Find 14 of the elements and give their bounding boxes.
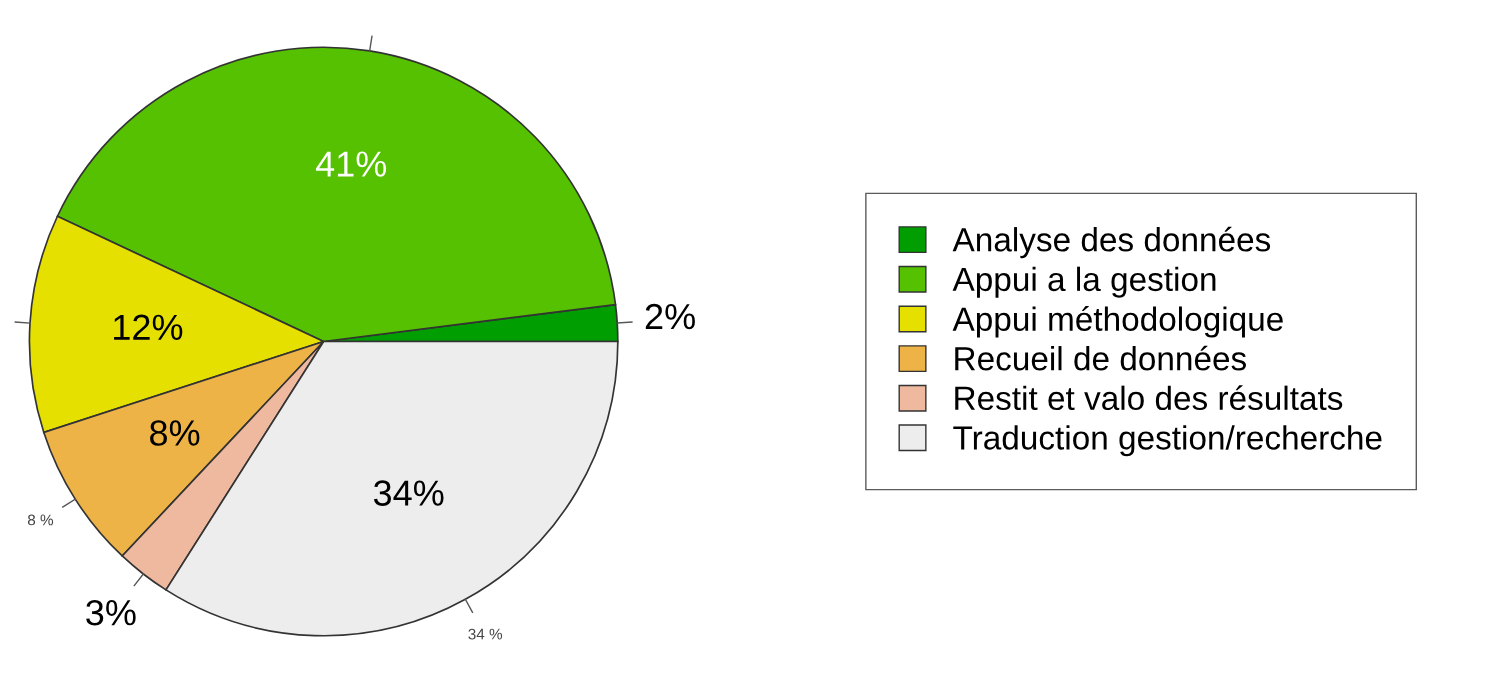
text: 8 % <box>27 514 54 526</box>
data-label: 8% <box>150 420 200 446</box>
data-label: 12% <box>114 314 183 340</box>
text: 34 % <box>468 628 503 640</box>
data-label: 2% <box>645 303 695 330</box>
data-label: 3% <box>86 599 136 626</box>
legend-label: Restit et valo des résultats <box>955 385 1343 411</box>
legend-label: Analyse des données <box>952 226 1271 259</box>
data-label: 41% <box>315 151 387 177</box>
legend-label: Traduction gestion/recherche <box>953 425 1382 457</box>
data-label: 34% <box>373 480 444 506</box>
legend-label: Recueil de données <box>955 345 1246 371</box>
legend-label: Appui méthodologique <box>952 306 1283 338</box>
legend-label: Appui a la gestion <box>952 266 1216 298</box>
